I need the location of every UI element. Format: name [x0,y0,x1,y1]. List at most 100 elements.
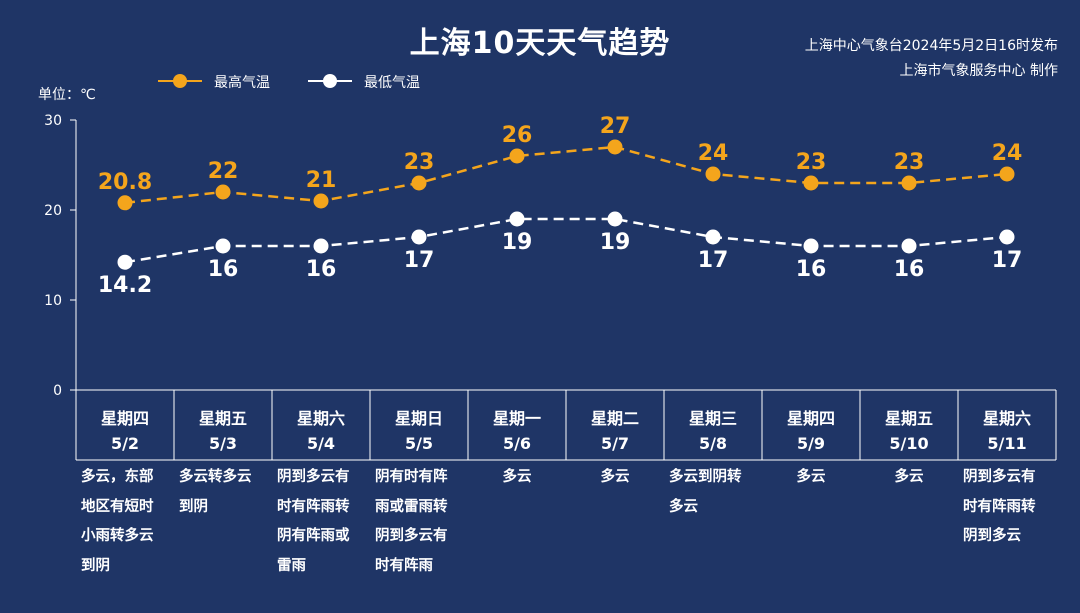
day-header: 星期二 5/7 [566,390,664,460]
data-label-low: 17 [698,248,729,273]
data-point-low [803,238,819,254]
weather-line: 多云 [600,469,630,485]
weather-line: 阴到多云有 [375,528,448,544]
data-point-high [117,195,133,211]
y-tick-label: 30 [44,113,62,129]
day-date: 5/8 [698,434,728,453]
day-header: 星期六 5/4 [272,390,370,460]
data-point-low [411,229,427,245]
day-weather-description: 多云 [863,463,955,493]
weather-line: 多云转多云 [179,469,252,485]
weather-line: 多云 [502,469,532,485]
day-header: 星期五 5/10 [860,390,958,460]
data-label-high: 24 [698,141,729,166]
day-weekday: 星期二 [590,409,639,428]
data-point-low [509,211,525,227]
source-line-producer: 上海市气象服务中心 制作 [899,63,1058,79]
day-date: 5/3 [208,434,238,453]
day-weather-description: 多云转多云 到阴 [179,463,271,522]
day-date: 5/11 [987,434,1027,453]
y-tick-label: 20 [44,203,62,219]
day-weekday: 星期四 [100,409,149,428]
data-label-high: 22 [208,159,239,184]
day-weekday: 星期四 [786,409,835,428]
day-date: 5/6 [502,434,532,453]
data-point-low [705,229,721,245]
data-point-high [509,148,525,164]
day-header: 星期一 5/6 [468,390,566,460]
y-axis-unit-label: 单位：℃ [38,87,96,103]
day-weekday: 星期三 [688,409,737,428]
weather-line: 到阴 [81,557,110,574]
data-label-low: 17 [992,248,1023,273]
day-header: 星期日 5/5 [370,390,468,460]
legend-label-high: 最高气温 [214,75,270,91]
weather-line: 小雨转多云 [81,528,154,544]
data-label-low: 17 [404,248,435,273]
data-label-high: 27 [600,114,631,139]
weather-line: 地区有短时 [81,498,154,515]
data-point-high [999,166,1015,182]
day-weekday: 星期六 [982,409,1031,428]
day-header: 星期六 5/11 [958,390,1056,460]
day-weather-description: 多云 [471,463,563,493]
data-label-high: 20.8 [98,170,152,195]
day-weekday: 星期一 [492,409,541,428]
day-date: 5/4 [306,434,336,453]
source-line-publisher: 上海中心气象台2024年5月2日16时发布 [804,38,1058,54]
data-label-high: 23 [894,150,925,175]
weather-line: 阴有阵雨或 [277,528,350,544]
weather-line: 到阴 [179,498,208,515]
data-point-high [607,139,623,155]
data-label-low: 16 [208,257,239,282]
day-weather-description: 阴到多云有 时有阵雨转 阴到多云 [963,463,1055,552]
data-point-low [901,238,917,254]
weather-line: 雷雨 [277,557,306,574]
day-date: 5/5 [404,434,434,453]
day-weekday: 星期日 [394,409,443,428]
legend-label-low: 最低气温 [364,75,420,91]
y-tick-label: 10 [44,293,62,309]
page-title: 上海10天天气趋势 [409,26,671,61]
data-point-low [117,254,133,270]
day-date: 5/10 [889,434,929,453]
day-weather-description: 多云 [765,463,857,493]
data-point-low [999,229,1015,245]
source-info: 上海中心气象台2024年5月2日16时发布 上海市气象服务中心 制作 [805,34,1058,84]
legend-marker-low [323,74,337,88]
day-weather-description: 多云，东部 地区有短时 小雨转多云 到阴 [81,463,173,581]
day-weekday: 星期六 [296,409,345,428]
weather-line: 时有阵雨 [375,557,433,574]
data-point-high [313,193,329,209]
day-weather-description: 阴有时有阵 雨或雷雨转 阴到多云有 时有阵雨 [375,463,467,581]
data-label-low: 19 [502,230,533,255]
day-weather-description: 多云到阴转 多云 [669,463,761,522]
day-weather-description: 阴到多云有 时有阵雨转 阴有阵雨或 雷雨 [277,463,369,581]
data-label-low: 16 [306,257,337,282]
weather-line: 时有阵雨转 [277,498,350,515]
data-label-high: 26 [502,123,533,148]
data-label-high: 23 [796,150,827,175]
data-point-high [705,166,721,182]
data-label-high: 21 [306,168,337,193]
weather-line: 阴到多云有 [963,469,1036,485]
day-date: 5/7 [600,434,630,453]
day-header: 星期四 5/9 [762,390,860,460]
data-label-low: 14.2 [98,273,152,298]
data-point-low [607,211,623,227]
day-header: 星期三 5/8 [664,390,762,460]
day-date: 5/2 [110,434,140,453]
series-line-low [124,217,1008,264]
day-header: 星期五 5/3 [174,390,272,460]
y-tick-label: 0 [53,383,62,399]
weather-line: 雨或雷雨转 [375,498,448,515]
data-point-high [411,175,427,191]
legend-marker-high [173,74,187,88]
series-line-high [124,145,1008,205]
day-header: 星期四 5/2 [76,390,174,460]
day-weekday: 星期五 [884,409,933,428]
day-weather-description: 多云 [569,463,661,493]
data-point-low [215,238,231,254]
weather-line: 阴到多云 [963,528,1021,544]
